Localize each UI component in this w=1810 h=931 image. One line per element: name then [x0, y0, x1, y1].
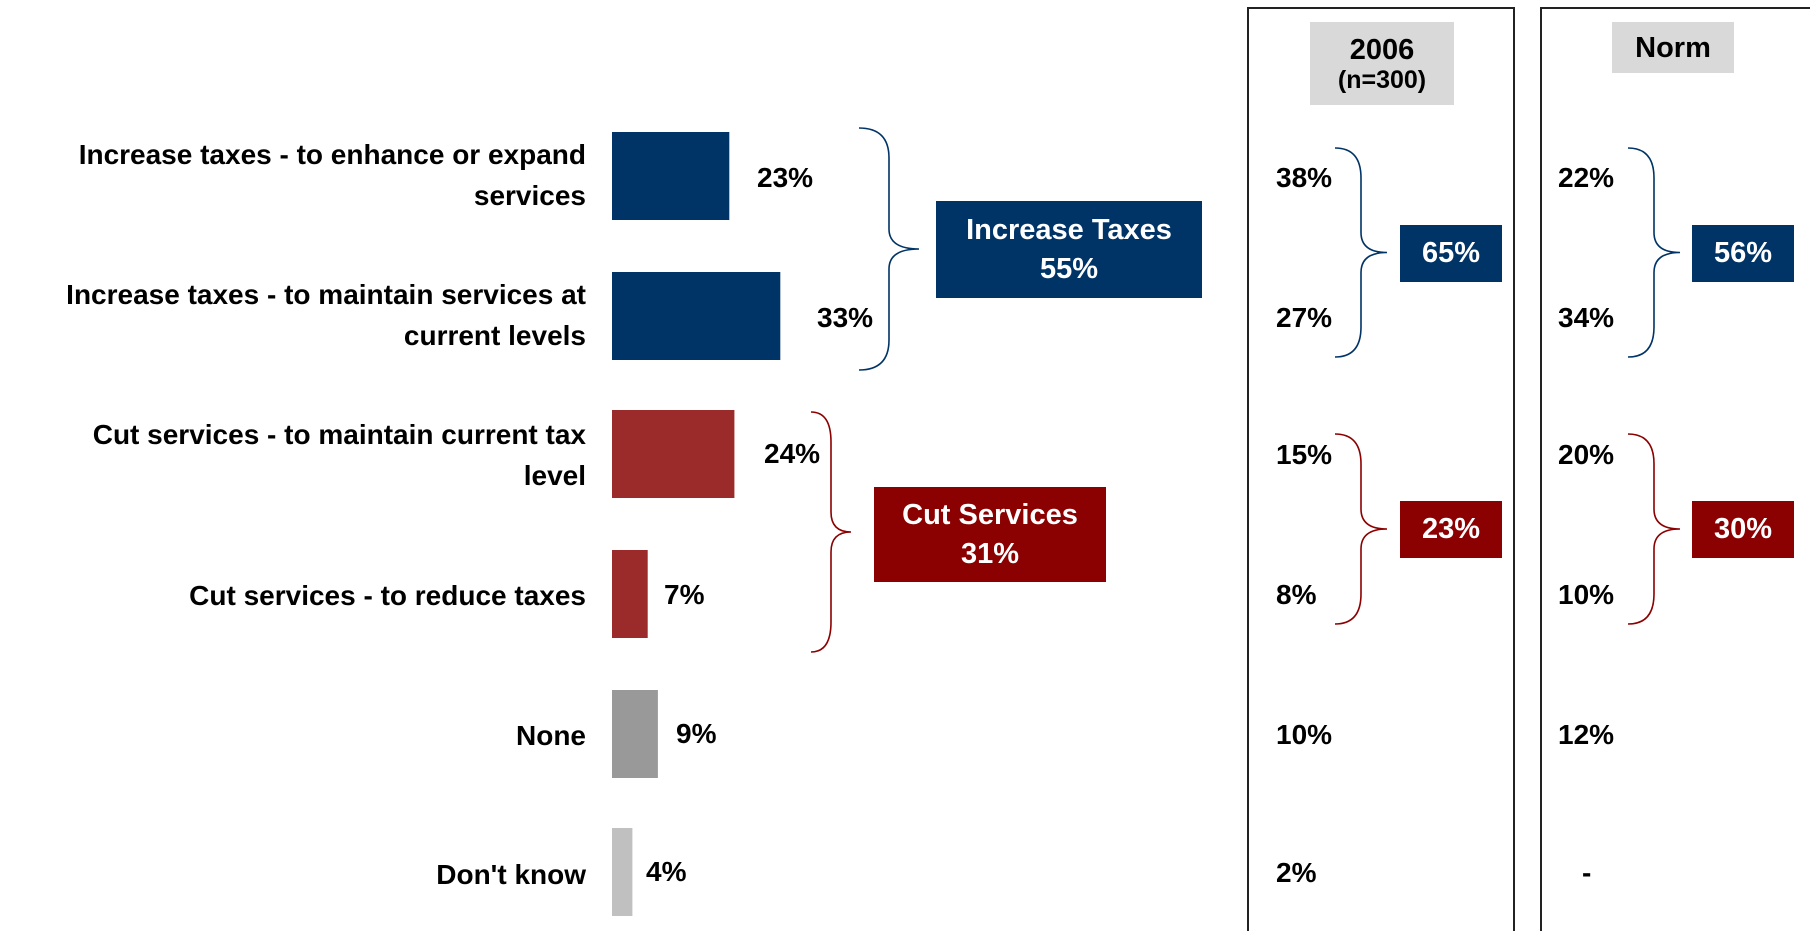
bar: [612, 550, 648, 638]
bar: [612, 410, 735, 498]
comparison-value: 10%: [1276, 719, 1333, 750]
bracket-cut-services: [810, 411, 852, 653]
group-value: 55%: [1039, 252, 1099, 285]
bar-value-label: 7%: [664, 579, 705, 610]
category-label: Cut services - to maintain current tax le…: [92, 419, 586, 491]
bar-value-label: 4%: [646, 856, 687, 887]
bar-value-label: 24%: [764, 438, 821, 469]
category-label: None: [516, 720, 586, 751]
bracket-cut-norm: [1627, 433, 1681, 625]
comparison-value: 27%: [1276, 302, 1333, 333]
bar-value-label: 23%: [757, 162, 814, 193]
comparison-value: 38%: [1276, 162, 1333, 193]
comparison-panel-2006: [1247, 7, 1515, 931]
comparison-panel-norm: [1540, 7, 1810, 931]
comparison-value: 12%: [1558, 719, 1615, 750]
comparison-value: 22%: [1558, 162, 1615, 193]
bracket-increase-taxes: [858, 127, 920, 371]
column-header-norm: Norm: [1612, 22, 1734, 73]
cut-services-summary: Cut Services 31%: [874, 487, 1106, 582]
bar: [612, 132, 730, 220]
increase-taxes-summary: Increase Taxes 55%: [936, 201, 1202, 298]
column-header-2006: 2006 (n=300): [1310, 22, 1454, 105]
comparison-value: 15%: [1276, 439, 1333, 470]
bracket-increase-2006: [1334, 147, 1388, 358]
bar-value-label: 9%: [676, 718, 717, 749]
comparison-value: 2%: [1276, 857, 1317, 888]
comparison-value: 20%: [1558, 439, 1615, 470]
group-label: Cut Services: [902, 498, 1078, 531]
comparison-value: 8%: [1276, 579, 1317, 610]
category-label: Increase taxes - to maintain services at…: [66, 279, 586, 351]
category-label: Cut services - to reduce taxes: [189, 580, 586, 611]
bracket-cut-2006: [1334, 433, 1388, 625]
comparison-value: 10%: [1558, 579, 1615, 610]
category-label: Don't know: [436, 859, 586, 890]
group-total-increase: 65%: [1400, 225, 1502, 282]
group-value: 31%: [960, 537, 1020, 570]
category-label: Increase taxes - to enhance or expand ser…: [78, 139, 586, 211]
comparison-value: 34%: [1558, 302, 1615, 333]
bar: [612, 272, 781, 360]
comparison-value: -: [1582, 857, 1592, 888]
group-total-cut: 23%: [1400, 501, 1502, 558]
bar-value-label: 33%: [817, 302, 874, 333]
bar: [612, 690, 658, 778]
bracket-increase-norm: [1627, 147, 1681, 358]
bar: [612, 828, 633, 916]
group-label: Increase Taxes: [966, 213, 1172, 246]
group-total-cut: 30%: [1692, 501, 1794, 558]
group-total-increase: 56%: [1692, 225, 1794, 282]
